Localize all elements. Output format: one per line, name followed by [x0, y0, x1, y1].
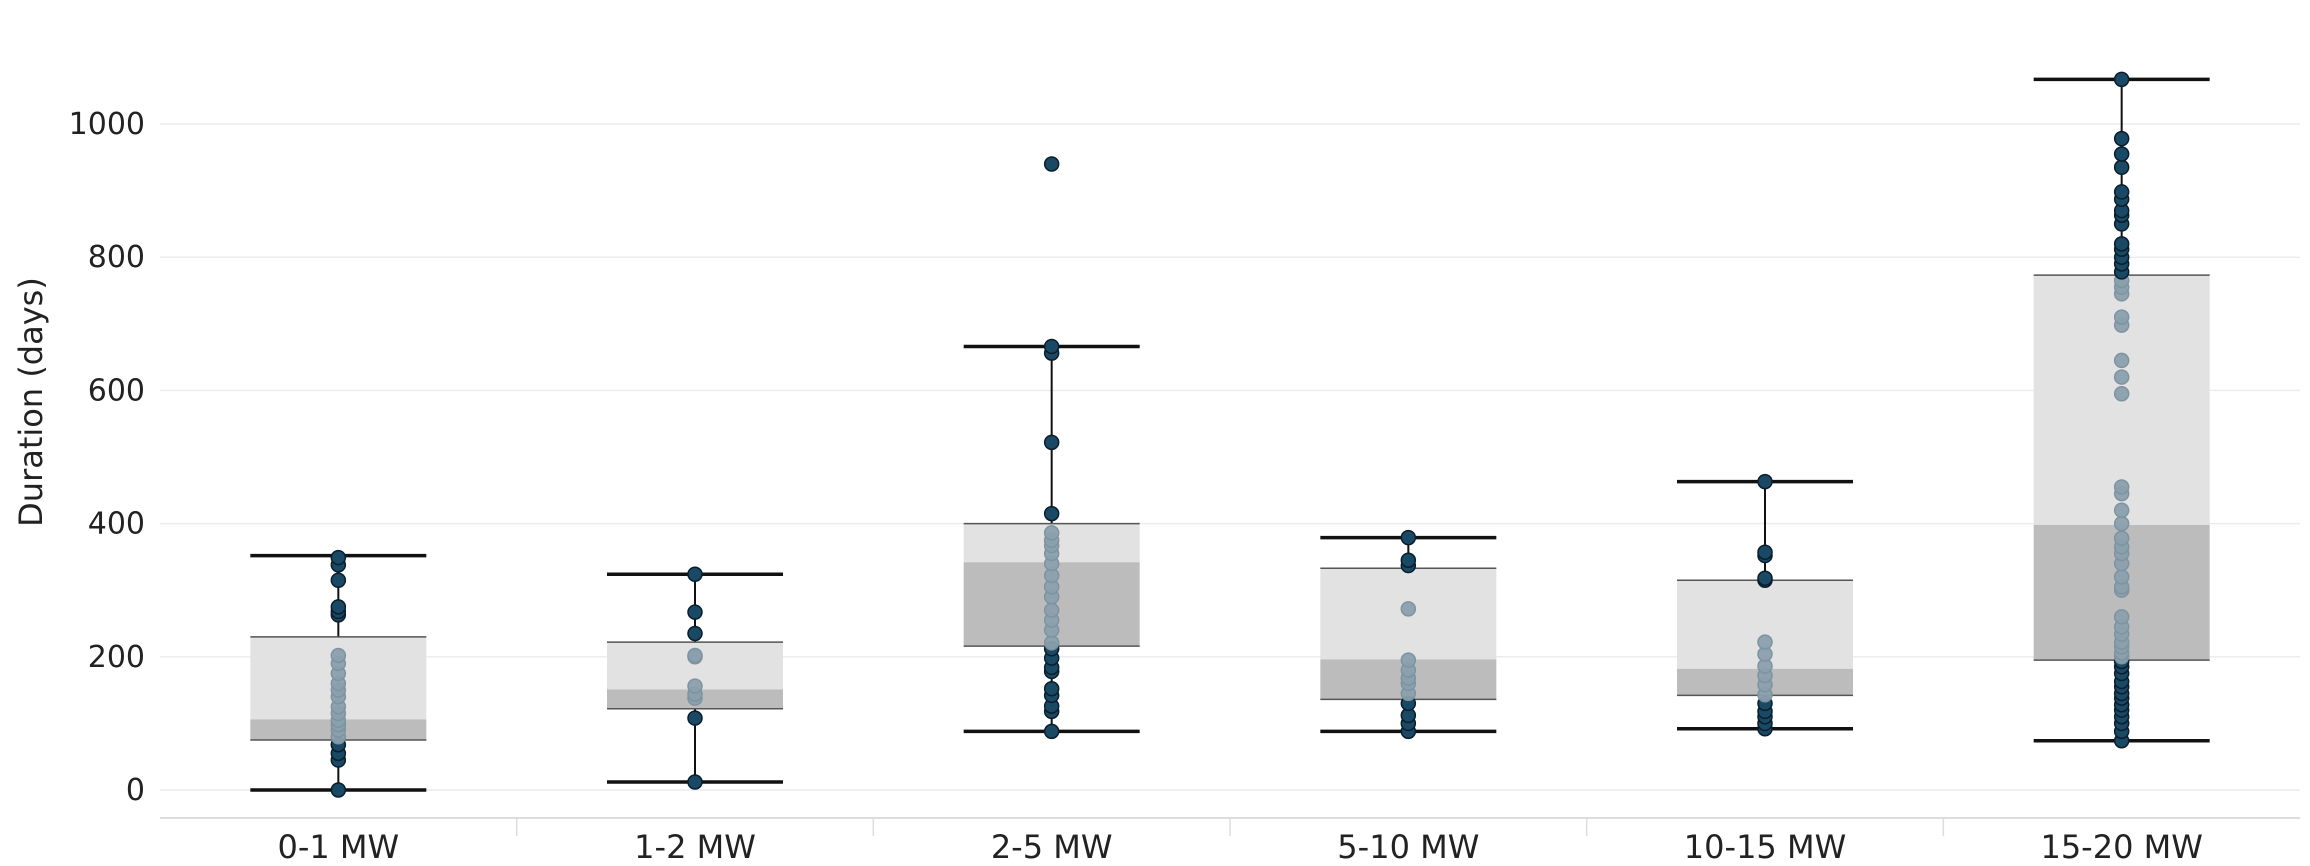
data-point [330, 549, 347, 566]
y-tick-label: 1000 [69, 107, 145, 142]
x-category-label: 2-5 MW [991, 828, 1113, 866]
data-point [1043, 505, 1060, 522]
data-point [2113, 479, 2130, 495]
data-point [2113, 515, 2130, 532]
grid-lines [160, 123, 2300, 791]
data-point [1043, 434, 1060, 451]
data-point [1400, 652, 1417, 668]
data-point [330, 599, 347, 615]
x-category-label: 15-20 MW [2040, 828, 2202, 866]
data-point [2113, 71, 2130, 88]
x-axis-category-labels: 0-1 MW 1-2 MW 2-5 MW 5-10 MW 10-15 MW 15-20 M… [277, 818, 2203, 866]
data-point [1757, 544, 1773, 560]
data-point [2113, 369, 2130, 385]
data-point [2113, 159, 2130, 176]
data-point [1757, 473, 1773, 490]
data-point [687, 647, 703, 664]
data-point [1400, 552, 1417, 568]
data-point [1043, 723, 1060, 740]
data-point [1757, 634, 1773, 650]
data-point [2113, 609, 2130, 625]
data-point [2113, 309, 2130, 325]
data-point [2113, 530, 2130, 547]
x-category-label: 5-10 MW [1337, 828, 1479, 866]
data-point [2113, 385, 2130, 402]
boxes [250, 77, 2210, 792]
x-category-label: 1-2 MW [634, 828, 756, 866]
y-tick-label: 0 [126, 773, 145, 808]
y-axis-tick-labels: 0 200 400 600 800 1000 [69, 107, 145, 808]
data-point [330, 572, 347, 588]
y-axis-title: Duration (days) [12, 277, 50, 527]
data-point [687, 604, 703, 620]
data-point [1043, 635, 1060, 651]
data-point [687, 678, 703, 694]
y-tick-label: 200 [88, 640, 145, 675]
data-point [2113, 184, 2130, 200]
data-point [1400, 529, 1417, 546]
data-point [1043, 681, 1060, 697]
data-point [1043, 338, 1060, 355]
data-point [2113, 569, 2130, 585]
data-point [330, 647, 347, 664]
data-point [2113, 146, 2130, 162]
data-point [1043, 602, 1060, 618]
data-point [1400, 601, 1417, 617]
y-tick-label: 600 [88, 373, 145, 408]
data-point [687, 625, 703, 642]
data-point [2113, 236, 2130, 252]
data-point [1043, 525, 1060, 541]
data-point [2113, 130, 2130, 147]
y-tick-label: 400 [88, 507, 145, 542]
data-point [687, 710, 703, 726]
x-category-label: 0-1 MW [277, 828, 399, 866]
y-tick-label: 800 [88, 240, 145, 275]
data-point [330, 782, 347, 798]
data-point [1043, 156, 1060, 172]
data-point [687, 566, 703, 582]
data-point [2113, 502, 2130, 519]
data-point [2113, 352, 2130, 369]
x-category-label: 10-15 MW [1684, 828, 1846, 866]
data-point [687, 774, 703, 790]
data-point [1757, 570, 1773, 586]
data-points [330, 71, 2130, 798]
